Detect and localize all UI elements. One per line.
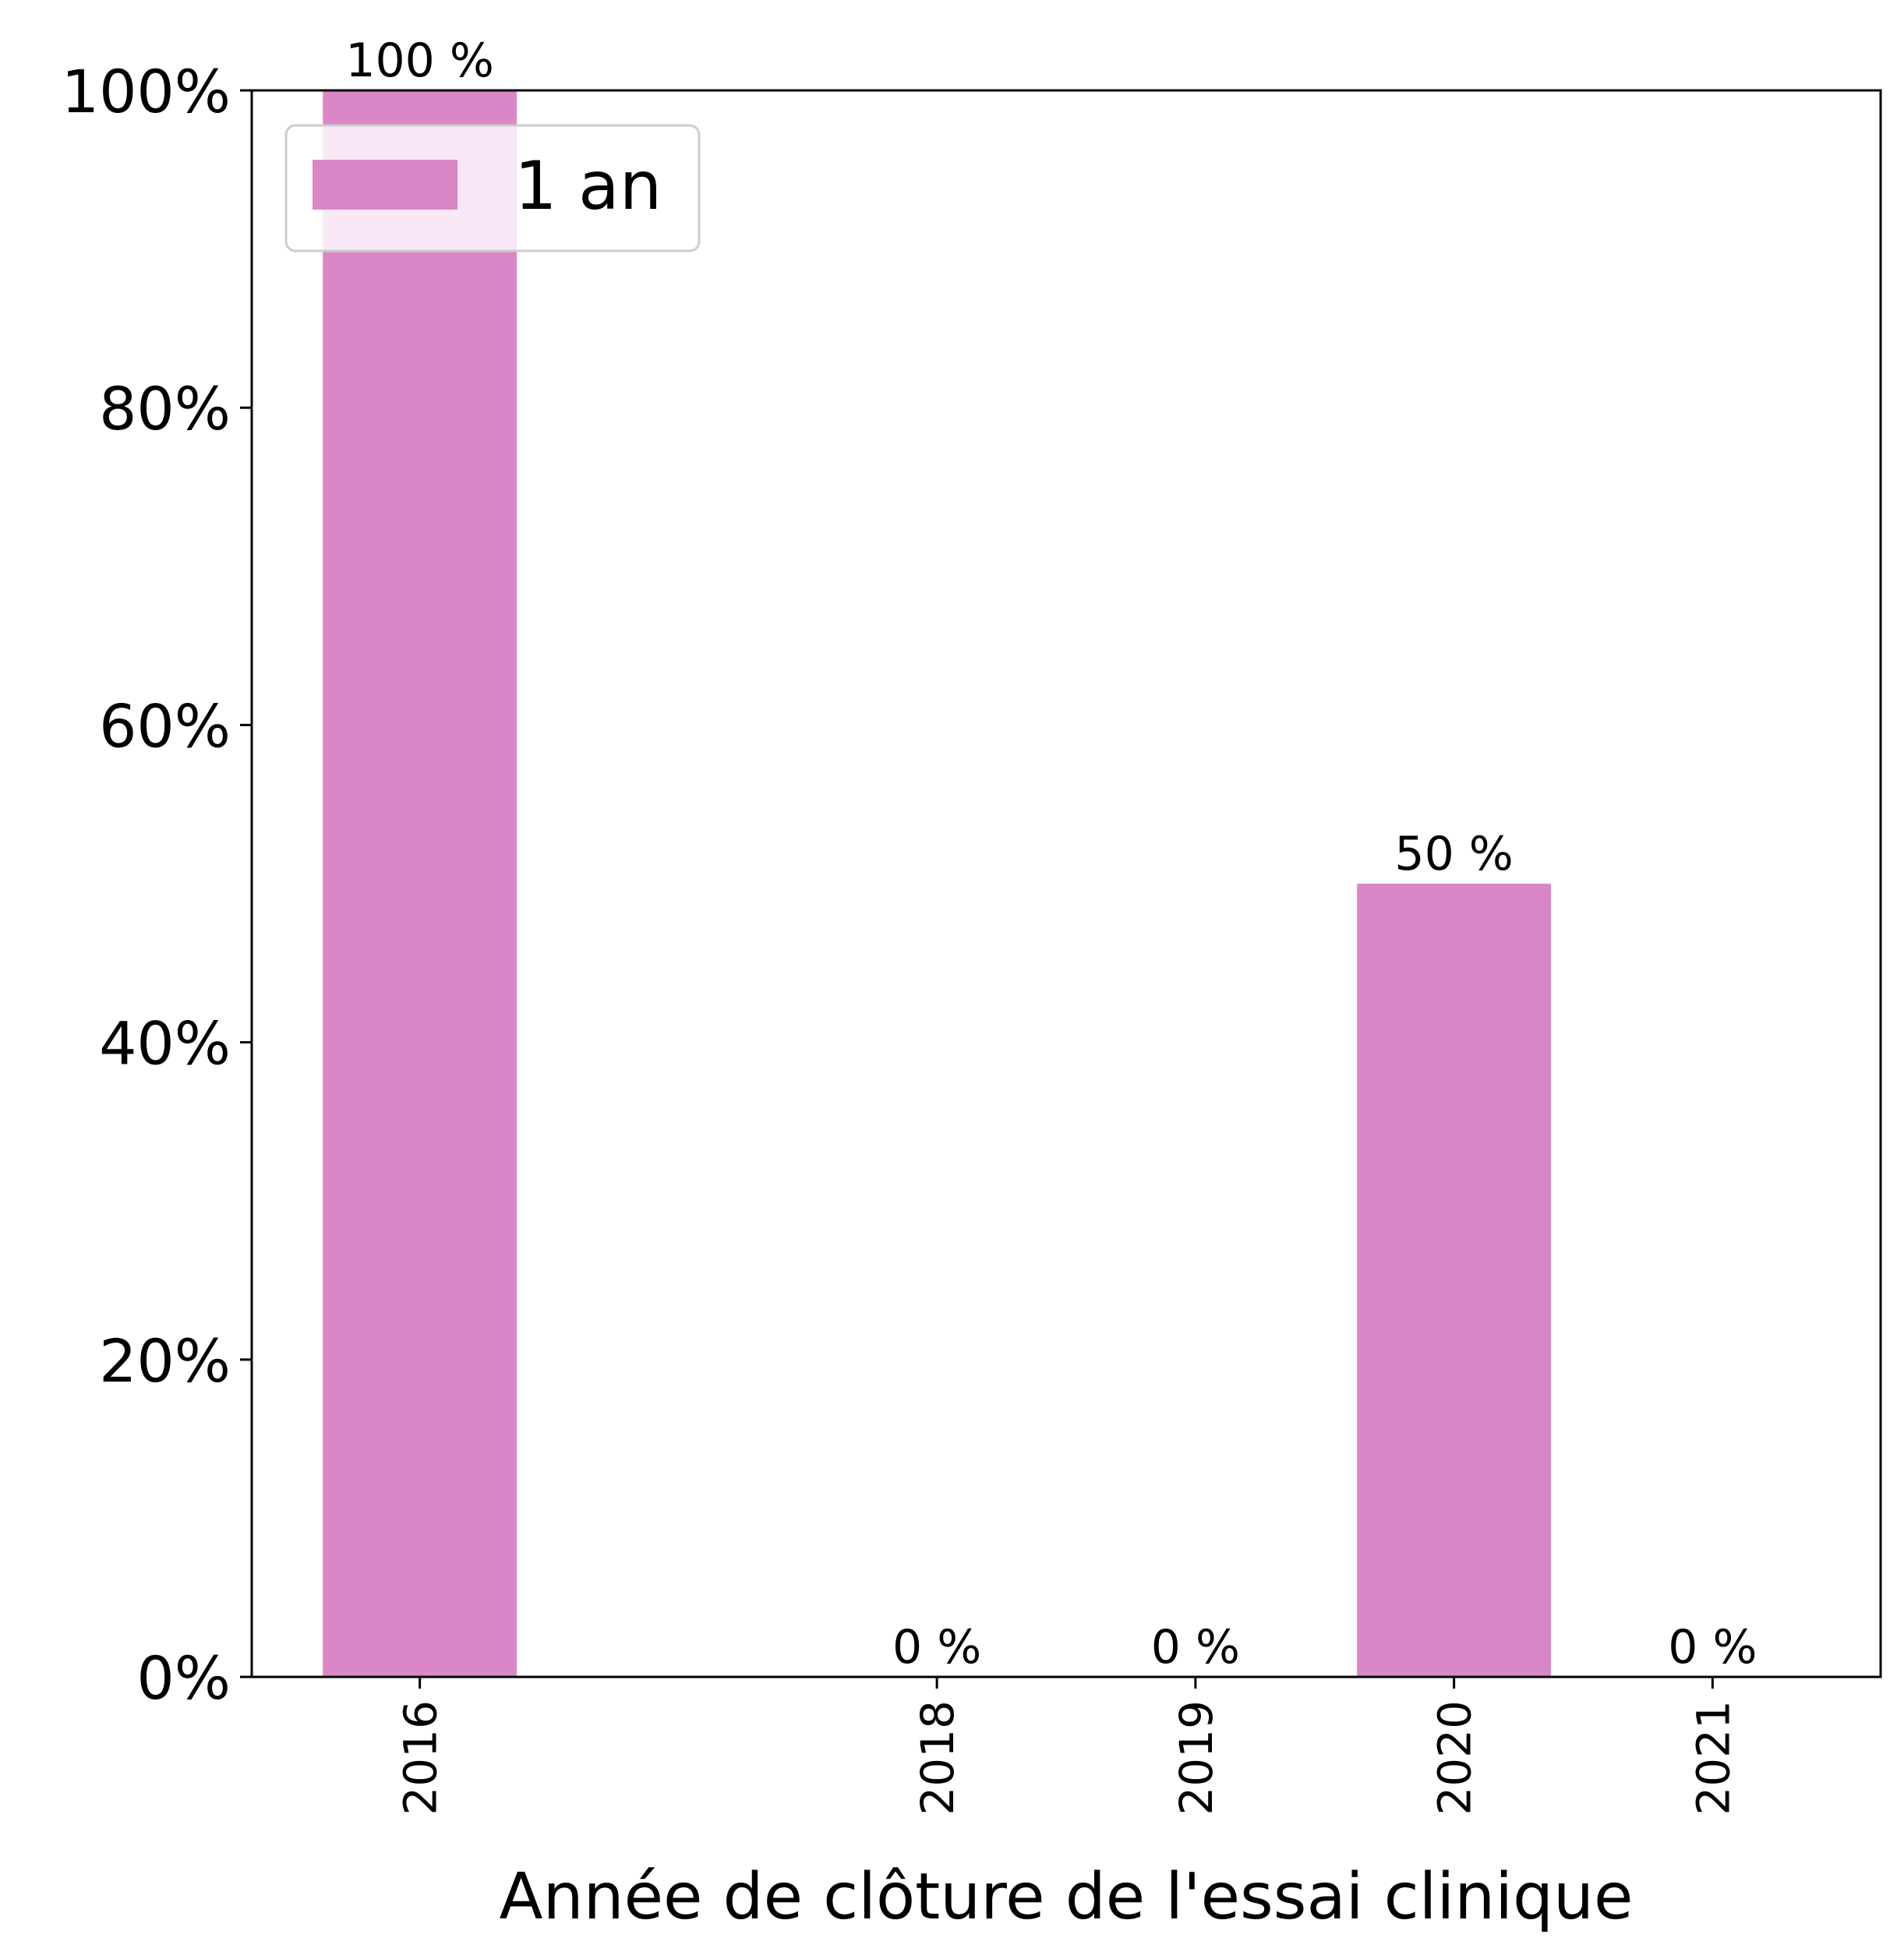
legend: 1 an — [284, 124, 701, 252]
x-tick-label-2018: 2018 — [911, 1700, 964, 1816]
x-tick-label-2016: 2016 — [394, 1700, 447, 1816]
data-label-2016: 100 % — [345, 34, 494, 88]
x-tick-label-2021: 2021 — [1687, 1700, 1740, 1816]
x-axis: 2016 2018 2019 2020 2021 — [394, 1677, 1740, 1816]
legend-box — [284, 124, 701, 252]
data-label-2020: 50 % — [1394, 827, 1513, 881]
plot-frame — [250, 89, 1882, 1678]
data-label-2021: 0 % — [1668, 1620, 1757, 1675]
data-label-2019: 0 % — [1151, 1620, 1240, 1675]
y-tick-label-20: 20% — [99, 1326, 231, 1396]
x-tick-label-2020: 2020 — [1429, 1700, 1482, 1816]
y-tick-label-0: 0% — [136, 1643, 231, 1713]
data-labels-group: 100 % 0 % 0 % 50 % 0 % — [345, 34, 1757, 1675]
x-axis-title: Année de clôture de l'essai clinique — [500, 1860, 1634, 1934]
legend-swatch — [313, 160, 457, 210]
data-label-2018: 0 % — [892, 1620, 981, 1675]
bar-2020 — [1357, 884, 1552, 1677]
y-axis: 0% 20% 40% 60% 80% 100% — [62, 57, 252, 1713]
bar-2016 — [323, 90, 518, 1677]
bars-group — [323, 90, 1552, 1677]
legend-label: 1 an — [514, 147, 662, 225]
y-tick-label-60: 60% — [99, 691, 231, 761]
x-tick-label-2019: 2019 — [1170, 1700, 1223, 1816]
y-tick-label-100: 100% — [62, 57, 231, 126]
y-tick-label-40: 40% — [99, 1009, 231, 1078]
y-tick-label-80: 80% — [99, 374, 231, 443]
